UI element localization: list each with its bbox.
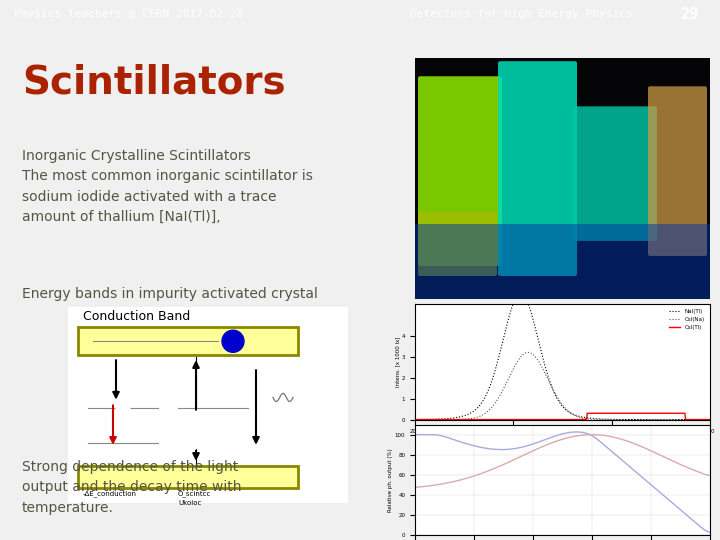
NaI(Tl)	[446, 415, 455, 422]
Text: 29: 29	[680, 6, 698, 22]
NaI(Tl)	[706, 416, 714, 423]
CsI(Na)	[597, 416, 606, 423]
Text: Ukoloc: Ukoloc	[178, 500, 202, 506]
Circle shape	[222, 330, 244, 352]
Bar	[415, 224, 710, 299]
Text: -ΔE_conduction: -ΔE_conduction	[83, 490, 137, 497]
Bar	[78, 465, 298, 488]
Text: Conduction Band: Conduction Band	[83, 310, 190, 323]
Text: O_scintcc: O_scintcc	[178, 490, 212, 497]
NaI(Tl)	[507, 307, 516, 313]
Text: Scintillators: Scintillators	[22, 63, 286, 101]
CsI(Tl)	[583, 410, 592, 416]
CsI(Na)	[626, 416, 634, 423]
Bar	[68, 307, 348, 503]
CsI(Na)	[507, 370, 516, 376]
NaI(Tl)	[528, 314, 537, 321]
Bar	[415, 424, 710, 535]
FancyBboxPatch shape	[648, 86, 707, 256]
Text: Physics teachers @ CERN 2017-02-28: Physics teachers @ CERN 2017-02-28	[14, 9, 244, 19]
Bar	[415, 58, 710, 299]
Text: Inorganic Crystalline Scintillators
The most common inorganic scintillator is
so: Inorganic Crystalline Scintillators The …	[22, 148, 313, 224]
Text: Energy bands in impurity activated crystal: Energy bands in impurity activated cryst…	[22, 287, 318, 301]
CsI(Tl)	[410, 416, 419, 423]
Text: Detectors for High Energy Physics: Detectors for High Energy Physics	[410, 9, 633, 19]
NaI(Tl)	[624, 416, 633, 423]
Y-axis label: Intens. [x 1000 lx]: Intens. [x 1000 lx]	[395, 336, 400, 387]
CsI(Tl)	[507, 416, 516, 423]
CsI(Na)	[624, 416, 633, 423]
CsI(Na)	[446, 416, 455, 423]
Line: CsI(Na): CsI(Na)	[415, 353, 710, 420]
Line: NaI(Tl): NaI(Tl)	[415, 294, 710, 420]
FancyBboxPatch shape	[418, 212, 497, 276]
CsI(Na)	[706, 416, 714, 423]
Line: CsI(Tl): CsI(Tl)	[415, 413, 710, 420]
NaI(Tl)	[410, 416, 419, 423]
Text: Strong dependence of the light
output and the decay time with
temperature.: Strong dependence of the light output an…	[22, 460, 241, 515]
CsI(Tl)	[528, 416, 536, 423]
Y-axis label: Relative ph. output (%): Relative ph. output (%)	[388, 448, 393, 511]
CsI(Tl)	[624, 410, 633, 416]
NaI(Tl)	[626, 416, 634, 423]
FancyBboxPatch shape	[573, 106, 657, 241]
CsI(Tl)	[626, 410, 634, 416]
Bar	[78, 327, 298, 355]
Circle shape	[186, 436, 200, 450]
CsI(Tl)	[706, 416, 714, 423]
Bar	[415, 304, 710, 420]
CsI(Na)	[524, 349, 533, 356]
NaI(Tl)	[516, 291, 525, 297]
FancyBboxPatch shape	[498, 61, 577, 276]
NaI(Tl)	[597, 416, 606, 422]
Circle shape	[116, 401, 130, 415]
CsI(Na)	[528, 351, 537, 357]
CsI(Tl)	[446, 416, 455, 423]
CsI(Tl)	[597, 410, 606, 416]
CsI(Na)	[410, 416, 419, 423]
FancyBboxPatch shape	[418, 76, 502, 266]
Legend: NaI(Tl), CsI(Na), CsI(Tl): NaI(Tl), CsI(Na), CsI(Tl)	[667, 307, 707, 332]
X-axis label: nm: nm	[557, 440, 568, 446]
